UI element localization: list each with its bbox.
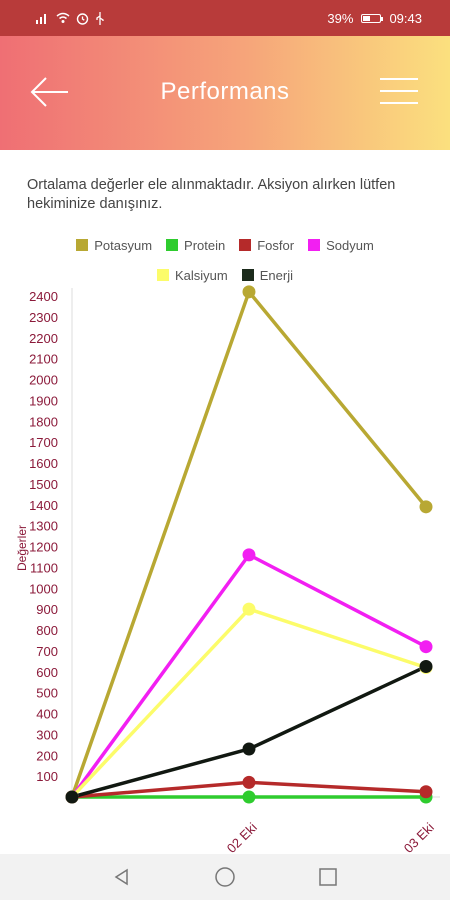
series-line-kalsiyum bbox=[70, 607, 427, 799]
alarm-icon bbox=[76, 12, 89, 25]
battery-percent: 39% bbox=[327, 10, 354, 26]
y-tick-label: 700 bbox=[36, 644, 58, 659]
arrow-left-icon bbox=[30, 77, 68, 107]
legend-item-enerji[interactable]: Enerji bbox=[241, 267, 293, 283]
data-point-potasyum bbox=[242, 285, 256, 299]
legend-swatch bbox=[157, 269, 169, 281]
legend-item-fosfor[interactable]: Fosfor bbox=[239, 238, 294, 253]
legend-swatch bbox=[76, 239, 89, 251]
y-tick-label: 2300 bbox=[29, 310, 58, 325]
nav-back-icon bbox=[114, 868, 128, 886]
status-bar: 39% 09:43 bbox=[0, 0, 450, 36]
legend-label: Fosfor bbox=[257, 237, 295, 253]
nav-back-button[interactable] bbox=[107, 862, 137, 892]
y-tick-label: 2200 bbox=[29, 331, 58, 346]
y-tick-label: 2000 bbox=[29, 373, 58, 388]
nav-home-button[interactable] bbox=[210, 862, 240, 892]
battery-icon bbox=[361, 13, 384, 23]
nav-recents-button[interactable] bbox=[313, 862, 343, 892]
clock: 09:43 bbox=[389, 10, 422, 26]
legend-swatch bbox=[166, 239, 179, 251]
data-point-enerji bbox=[419, 660, 433, 674]
data-point-fosfor bbox=[242, 775, 256, 789]
data-point-fosfor bbox=[419, 785, 433, 799]
legend-label: Enerji bbox=[259, 267, 293, 283]
y-tick-label: 300 bbox=[36, 727, 58, 742]
data-point-sodyum bbox=[242, 548, 256, 562]
chart-legend: Potasyum Protein Fosfor Sodyum Kalsiyum … bbox=[0, 230, 450, 290]
y-tick-label: 1900 bbox=[29, 393, 58, 408]
legend-row-1: Potasyum Protein Fosfor Sodyum bbox=[0, 230, 450, 260]
legend-swatch bbox=[241, 269, 254, 281]
data-point-kalsiyum bbox=[242, 602, 256, 616]
nav-recents-icon bbox=[319, 868, 338, 886]
y-tick-label: 1700 bbox=[29, 435, 58, 450]
legend-label: Sodyum bbox=[326, 237, 374, 253]
data-point-protein bbox=[242, 790, 256, 804]
x-tick-label: 02 Eki bbox=[224, 820, 260, 856]
legend-item-kalsiyum[interactable]: Kalsiyum bbox=[157, 268, 228, 283]
legend-label: Kalsiyum bbox=[175, 267, 228, 283]
signal-icon bbox=[36, 14, 46, 24]
legend-label: Potasyum bbox=[94, 237, 153, 253]
y-tick-label: 900 bbox=[36, 602, 58, 617]
y-tick-label: 1100 bbox=[30, 560, 58, 575]
system-nav-bar bbox=[0, 854, 450, 900]
series-line-potasyum bbox=[70, 290, 428, 798]
data-point-enerji bbox=[65, 790, 79, 804]
legend-item-sodyum[interactable]: Sodyum bbox=[308, 238, 374, 253]
menu-button[interactable] bbox=[380, 74, 420, 108]
line-chart: 100 200 300 400 500 600 700 800 900 1000 1100 1200 1… bbox=[15, 285, 440, 856]
y-axis-title: Değerler bbox=[15, 525, 29, 571]
y-tick-label: 2400 bbox=[29, 289, 58, 304]
y-tick-label: 600 bbox=[36, 665, 58, 680]
y-tick-label: 1800 bbox=[29, 414, 58, 429]
legend-swatch bbox=[239, 239, 252, 251]
series-line-sodyum bbox=[70, 553, 427, 799]
data-point-enerji bbox=[242, 742, 256, 756]
y-tick-label: 200 bbox=[36, 748, 58, 763]
y-tick-label: 400 bbox=[36, 707, 58, 722]
data-point-sodyum bbox=[419, 640, 433, 654]
usb-icon bbox=[96, 11, 104, 25]
y-tick-label: 2100 bbox=[29, 352, 58, 367]
y-tick-label: 1200 bbox=[29, 540, 58, 555]
data-point-potasyum bbox=[419, 500, 433, 514]
legend-swatch bbox=[308, 239, 321, 251]
status-icons bbox=[36, 11, 105, 25]
y-tick-label: 100 bbox=[36, 769, 58, 784]
legend-item-protein[interactable]: Protein bbox=[166, 238, 225, 253]
y-tick-label: 1300 bbox=[29, 519, 58, 534]
y-tick-label: 500 bbox=[36, 686, 58, 701]
wifi-icon bbox=[56, 12, 70, 23]
info-text: Ortalama değerler ele alınmaktadır. Aksi… bbox=[27, 177, 396, 212]
y-tick-label: 800 bbox=[36, 623, 58, 638]
y-tick-label: 1600 bbox=[29, 456, 58, 471]
back-button[interactable] bbox=[26, 72, 72, 112]
x-tick-label: 03 Eki bbox=[401, 820, 437, 856]
page-title: Performans bbox=[160, 78, 290, 105]
legend-label: Protein bbox=[184, 237, 226, 253]
y-tick-label: 1000 bbox=[29, 581, 58, 596]
status-right: 39% 09:43 bbox=[327, 11, 422, 26]
y-tick-label: 1400 bbox=[29, 498, 58, 513]
legend-row-2: Kalsiyum Enerji bbox=[0, 260, 450, 290]
hamburger-menu-icon bbox=[380, 78, 418, 80]
legend-item-potasyum[interactable]: Potasyum bbox=[76, 238, 152, 253]
nav-home-icon bbox=[215, 867, 235, 887]
app-bar: Performans bbox=[0, 36, 450, 150]
y-tick-label: 1500 bbox=[29, 477, 58, 492]
